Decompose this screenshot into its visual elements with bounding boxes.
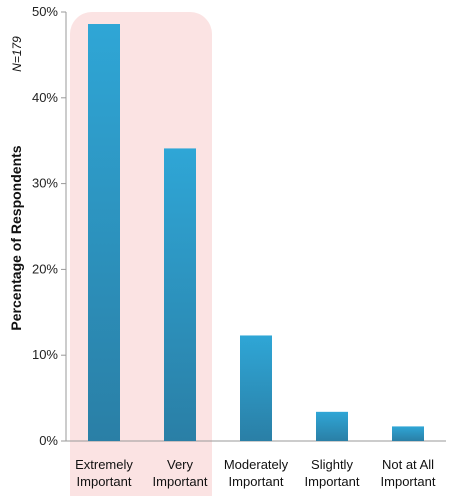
y-tick-label: 30% bbox=[32, 176, 58, 191]
y-axis-label: Percentage of Respondents bbox=[8, 145, 24, 330]
bars bbox=[88, 24, 424, 442]
bar bbox=[316, 411, 348, 441]
y-tick-label: 0% bbox=[39, 433, 58, 448]
category-label: Slightly Important bbox=[305, 457, 360, 489]
category-label: Very Important bbox=[153, 457, 208, 489]
bar bbox=[392, 426, 424, 441]
bar bbox=[240, 335, 272, 441]
bar bbox=[164, 148, 196, 441]
y-tick-label: 50% bbox=[32, 4, 58, 19]
category-label: Not at All Important bbox=[381, 457, 436, 489]
sample-size-label: N=179 bbox=[10, 36, 24, 72]
category-label: Moderately Important bbox=[224, 457, 289, 489]
y-tick-label: 10% bbox=[32, 347, 58, 362]
category-labels: Extremely Important Very Important Moderatel… bbox=[75, 457, 436, 489]
y-tick-label: 20% bbox=[32, 261, 58, 276]
category-label: Extremely Important bbox=[75, 457, 133, 489]
bar bbox=[88, 24, 120, 442]
y-axis: 0% 10% 20% 30% 40% 50% bbox=[32, 4, 446, 448]
y-tick-label: 40% bbox=[32, 90, 58, 105]
